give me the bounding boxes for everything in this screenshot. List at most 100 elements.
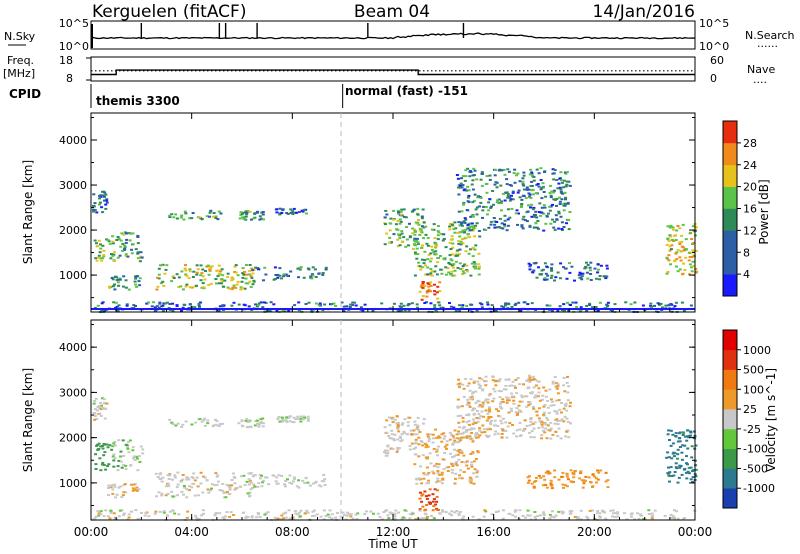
scatter-cell: [470, 461, 473, 464]
scatter-cell: [558, 196, 562, 199]
scatter-cell: [283, 483, 287, 486]
scatter-cell: [356, 512, 360, 515]
scatter-cell: [135, 457, 139, 460]
scatter-cell: [464, 377, 468, 380]
scatter-cell: [94, 515, 98, 518]
scatter-cell: [668, 245, 672, 248]
scatter-cell: [585, 271, 589, 274]
scatter-cell: [534, 222, 538, 225]
scatter-cell: [222, 492, 226, 494]
scatter-cell: [260, 474, 264, 477]
scatter-cell: [436, 238, 440, 241]
scatter-cell: [458, 186, 462, 189]
xtick-label: 16:00: [476, 525, 511, 539]
scatter-cell: [680, 473, 684, 476]
scatter-cell: [339, 515, 343, 518]
scatter-cell: [425, 516, 429, 518]
scatter-cell: [160, 480, 164, 483]
scatter-cell: [136, 252, 140, 255]
scatter-cell: [292, 211, 296, 214]
scatter-cell: [550, 484, 554, 487]
scatter-cell: [250, 516, 254, 519]
scatter-cell: [574, 516, 578, 518]
scatter-cell: [564, 172, 568, 175]
scatter-cell: [157, 306, 161, 309]
scatter-cell: [413, 251, 417, 254]
scatter-cell: [287, 509, 291, 512]
scatter-cell: [392, 302, 396, 305]
scatter-cell: [185, 496, 189, 499]
scatter-cell: [229, 511, 233, 514]
scatter-cell: [113, 485, 117, 488]
scatter-cell: [448, 225, 452, 228]
scatter-cell: [677, 432, 681, 435]
scatter-cell: [265, 476, 269, 479]
scatter-cell: [466, 467, 470, 470]
scatter-cell: [558, 177, 562, 180]
scatter-cell: [324, 266, 328, 269]
scatter-cell: [528, 265, 532, 268]
scatter-cell: [249, 275, 253, 278]
scatter-cell: [588, 269, 592, 272]
scatter-cell: [105, 443, 109, 446]
scatter-cell: [190, 486, 194, 489]
scatter-cell: [552, 191, 556, 194]
scatter-cell: [202, 419, 206, 422]
scatter-cell: [451, 442, 455, 445]
scatter-cell: [514, 302, 518, 305]
scatter-cell: [629, 303, 633, 306]
scatter-cell: [345, 514, 349, 517]
scatter-cell: [282, 517, 285, 520]
scatter-cell: [476, 436, 480, 439]
scatter-cell: [408, 235, 412, 238]
scatter-cell: [115, 305, 119, 308]
power-colorbar-swatch: [723, 164, 737, 187]
scatter-cell: [183, 210, 187, 213]
scatter-cell: [576, 517, 580, 520]
scatter-cell: [434, 481, 438, 484]
scatter-cell: [494, 511, 498, 513]
scatter-cell: [421, 454, 425, 457]
scatter-cell: [317, 304, 321, 306]
scatter-cell: [297, 511, 301, 514]
scatter-cell: [168, 216, 172, 218]
scatter-cell: [630, 515, 633, 518]
scatter-cell: [217, 264, 221, 267]
scatter-cell: [438, 473, 442, 476]
scatter-cell: [527, 374, 531, 377]
scatter-cell: [402, 215, 406, 218]
scatter-cell: [168, 510, 172, 513]
scatter-cell: [438, 304, 442, 307]
scatter-cell: [214, 423, 218, 426]
scatter-cell: [520, 203, 524, 205]
power-colorbar-tick-label: 20: [743, 181, 757, 194]
scatter-cell: [241, 211, 245, 214]
scatter-cell: [124, 468, 128, 471]
scatter-cell: [217, 309, 221, 312]
scatter-cell: [664, 304, 668, 307]
scatter-cell: [457, 193, 461, 196]
scatter-cell: [564, 198, 567, 201]
scatter-cell: [551, 168, 555, 171]
scatter-cell: [653, 509, 657, 512]
scatter-cell: [477, 252, 481, 255]
scatter-cell: [508, 422, 512, 425]
scatter-cell: [97, 197, 101, 200]
scatter-cell: [256, 422, 260, 425]
scatter-cell: [165, 301, 169, 304]
scatter-cell: [542, 405, 546, 408]
scatter-cell: [535, 414, 539, 417]
scatter-cell: [522, 184, 526, 187]
scatter-cell: [406, 421, 410, 424]
scatter-cell: [527, 262, 531, 265]
scatter-cell: [686, 470, 690, 473]
scatter-cell: [117, 439, 121, 442]
scatter-cell: [676, 453, 680, 456]
scatter-cell: [548, 209, 552, 212]
scatter-cell: [253, 424, 257, 427]
scatter-cell: [478, 195, 482, 198]
scatter-cell: [503, 388, 506, 391]
scatter-cell: [244, 210, 248, 213]
scatter-cell: [416, 207, 420, 210]
scatter-cell: [440, 509, 444, 512]
